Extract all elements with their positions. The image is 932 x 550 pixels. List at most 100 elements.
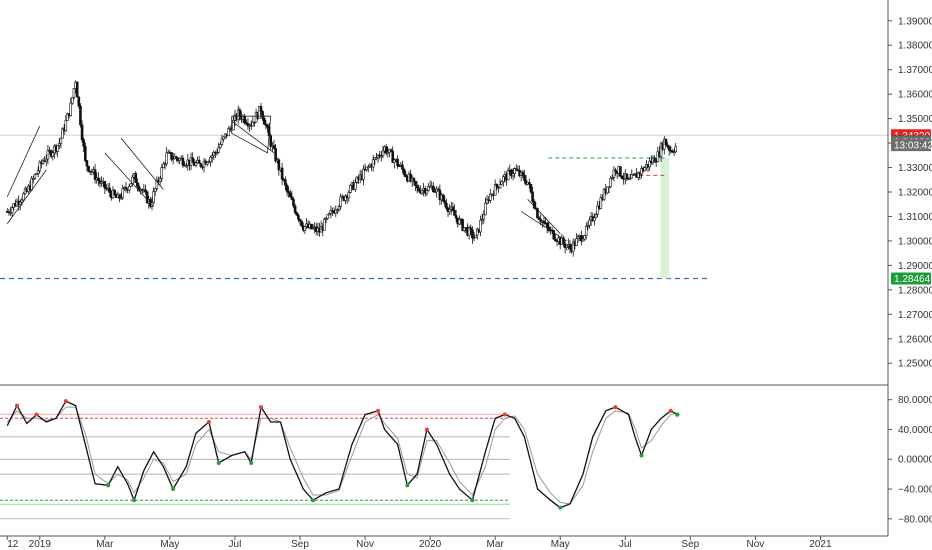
candle-body bbox=[443, 200, 447, 204]
candle-body bbox=[537, 217, 541, 220]
candle-body bbox=[391, 150, 395, 163]
candle-body bbox=[511, 173, 515, 177]
candle-body bbox=[425, 190, 429, 194]
candle-body bbox=[66, 113, 69, 121]
candle-body bbox=[337, 206, 341, 210]
candle-body bbox=[362, 168, 365, 180]
candle-body bbox=[207, 161, 211, 163]
price-pane[interactable] bbox=[0, 80, 888, 386]
candle-body bbox=[453, 210, 456, 216]
candle-body bbox=[181, 157, 185, 166]
candle-body bbox=[59, 137, 63, 144]
price-tick-label: 1.35000 bbox=[898, 114, 932, 125]
candle-body bbox=[461, 219, 464, 231]
candle-body bbox=[310, 223, 313, 230]
price-axis[interactable]: 1.390001.380001.370001.360001.350001.340… bbox=[887, 0, 932, 536]
candle-body bbox=[232, 120, 235, 131]
price-tag-label: 13:03:42 bbox=[894, 141, 932, 152]
candle-body bbox=[245, 122, 248, 125]
candle-body bbox=[614, 169, 617, 172]
candle-body bbox=[103, 181, 107, 189]
candle-body bbox=[261, 111, 264, 119]
candle-body bbox=[659, 143, 663, 157]
candle-body bbox=[355, 176, 359, 183]
candle-body bbox=[290, 196, 294, 200]
candle-body bbox=[583, 235, 586, 240]
candle-body bbox=[389, 149, 393, 152]
trough-dot bbox=[132, 498, 137, 503]
candle-body bbox=[51, 152, 55, 157]
candle-body bbox=[144, 189, 147, 193]
candle-body bbox=[485, 199, 489, 204]
candle-body bbox=[415, 185, 419, 189]
candle-body bbox=[336, 209, 339, 211]
time-tick-label: Nov bbox=[356, 539, 374, 550]
candle-body bbox=[441, 194, 445, 202]
candle-body bbox=[386, 151, 390, 154]
candle-body bbox=[467, 227, 471, 236]
candle-body bbox=[375, 157, 378, 160]
candle-body bbox=[451, 206, 455, 211]
candle-body bbox=[215, 152, 219, 154]
candle-body bbox=[630, 174, 634, 179]
peak-dot bbox=[34, 412, 39, 417]
candle-body bbox=[513, 168, 516, 174]
candle-body bbox=[84, 146, 87, 161]
candle-body bbox=[367, 166, 370, 169]
time-axis[interactable]: 12 2019 Mar May Jul Sep Nov 2020 Mar May Jul Sep Nov… bbox=[0, 535, 888, 550]
candle-body bbox=[393, 159, 396, 163]
candle-body bbox=[414, 180, 417, 186]
trough-dot bbox=[405, 483, 410, 488]
candle-body bbox=[594, 214, 598, 219]
time-tick-label: 2020 bbox=[419, 539, 442, 550]
candle-body bbox=[300, 220, 303, 227]
peak-dot bbox=[15, 403, 20, 408]
peak-dot bbox=[258, 405, 263, 410]
price-tag bbox=[891, 272, 931, 285]
candle-body bbox=[97, 177, 100, 181]
trend-line bbox=[527, 199, 561, 234]
candle-body bbox=[636, 172, 640, 178]
price-tick-label: 1.36000 bbox=[898, 90, 932, 101]
candle-body bbox=[162, 163, 165, 168]
candle-body bbox=[427, 186, 430, 191]
candle-body bbox=[298, 218, 302, 222]
time-tick-label: Mar bbox=[487, 539, 505, 550]
candle-body bbox=[272, 145, 276, 149]
trough-dot bbox=[106, 483, 111, 488]
candle-body bbox=[44, 158, 48, 162]
candle-body bbox=[347, 192, 351, 199]
candle-body bbox=[326, 214, 329, 219]
price-tick-label: 1.26000 bbox=[898, 334, 932, 345]
price-tick-label: 1.39000 bbox=[898, 16, 932, 27]
candle-body bbox=[18, 201, 22, 205]
candle-body bbox=[575, 238, 578, 246]
candle-body bbox=[46, 150, 50, 160]
candle-body bbox=[501, 176, 505, 183]
time-tick-label: Nov bbox=[746, 539, 764, 550]
candle-body bbox=[127, 186, 131, 191]
candle-body bbox=[625, 173, 629, 179]
candle-body bbox=[417, 187, 421, 192]
candle-body bbox=[482, 214, 486, 220]
candle-body bbox=[607, 186, 611, 189]
candle-body bbox=[371, 159, 375, 168]
oscillator-pane[interactable] bbox=[0, 399, 680, 520]
candle-body bbox=[339, 196, 342, 207]
candle-body bbox=[152, 191, 155, 203]
candle-body bbox=[568, 244, 572, 249]
candle-body bbox=[191, 157, 194, 163]
peak-dot bbox=[424, 427, 429, 432]
candle-body bbox=[643, 167, 647, 172]
candle-body bbox=[9, 212, 12, 214]
candle-body bbox=[510, 169, 513, 177]
candle-body bbox=[222, 136, 225, 140]
candle-body bbox=[384, 146, 388, 154]
price-tick-label: 1.29000 bbox=[898, 261, 932, 272]
candle-body bbox=[353, 182, 357, 190]
peak-dot bbox=[502, 412, 507, 417]
candle-body bbox=[36, 170, 40, 174]
candle-body bbox=[445, 202, 448, 209]
candle-body bbox=[33, 174, 37, 179]
